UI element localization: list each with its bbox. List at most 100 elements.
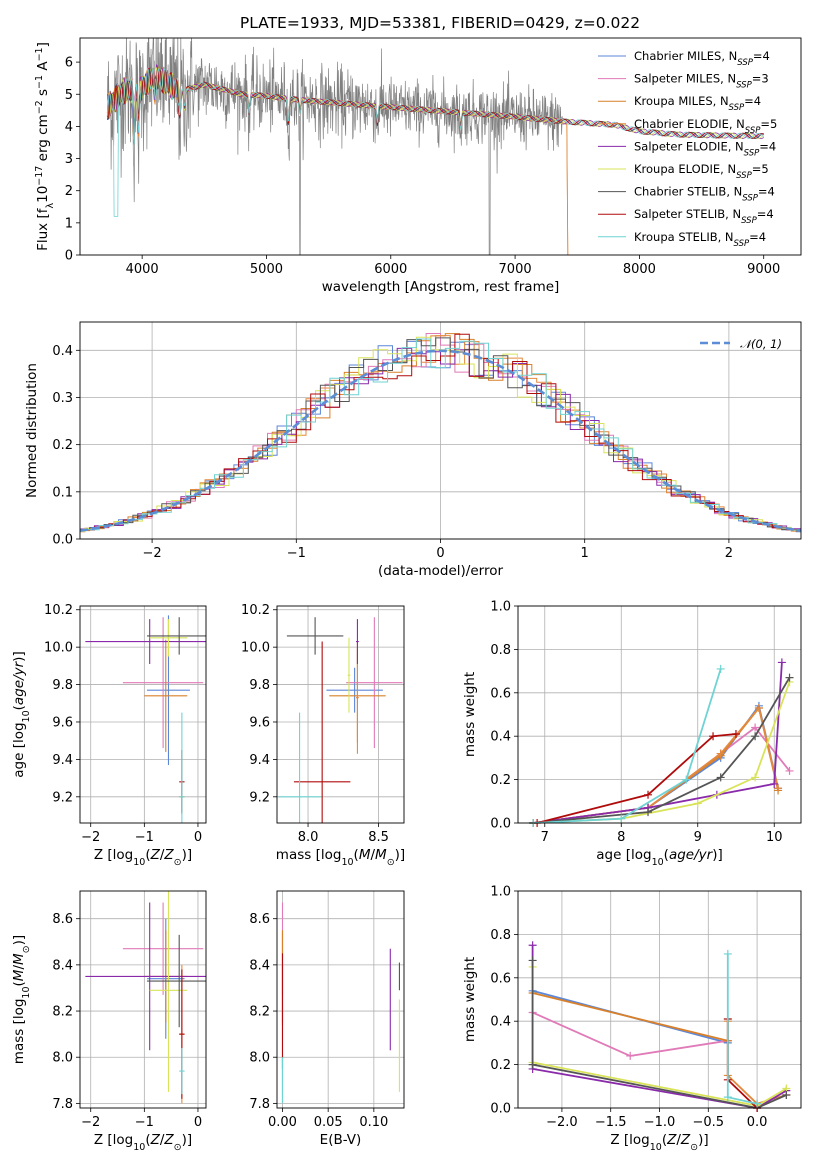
weight_vs_Z-frame xyxy=(517,890,802,1109)
spectrum-ytick-label: 5 xyxy=(65,88,73,103)
weight_vs_age-line-chabrier-stelib xyxy=(533,677,791,823)
model-line-kroupa-stelib xyxy=(106,67,764,217)
residuals-xlabel: (data-model)/error xyxy=(378,563,504,579)
weight_vs_Z-line-chabrier-stelib-marker xyxy=(782,1090,791,1099)
mass_vs_ebv-ytick-label: 8.0 xyxy=(249,1051,270,1066)
age_vs_mass-xtick-label: 8.0 xyxy=(298,830,319,845)
weight_vs_age-ytick-label: 0.4 xyxy=(490,730,511,745)
weight_vs_age-line-salpeter-miles-marker xyxy=(785,766,794,775)
weight_vs_age-line-chabrier-stelib-marker xyxy=(785,673,794,682)
legend-label-kroupa-stelib: Kroupa STELIB, NSSP=4 xyxy=(634,230,766,249)
weight_vs_Z-ylabel: mass weight xyxy=(462,957,478,1042)
weight_vs_age-ytick-label: 0.2 xyxy=(490,773,511,788)
weight_vs_age-xtick-label: 8 xyxy=(617,830,625,845)
residuals-ylabel: Normed distribution xyxy=(24,363,40,498)
model-line-salpeter-stelib xyxy=(106,67,764,139)
weight_vs_age-line-chabrier-stelib-marker xyxy=(716,773,725,782)
weight_vs_age-line-chabrier-stelib-marker xyxy=(644,808,653,817)
mass_vs_Z-ytick-label: 8.0 xyxy=(52,1051,73,1066)
weight_vs_Z-xtick-label: −2.0 xyxy=(546,1115,578,1130)
mass_vs_Z-xlabel: Z [log10(Z/Z⊙)] xyxy=(94,1132,192,1153)
spectrum-data-line xyxy=(106,38,563,255)
spectrum-xtick-label: 9000 xyxy=(747,262,780,277)
age_vs_mass-frame xyxy=(276,605,405,824)
weight_vs_age-line-kroupa-stelib xyxy=(533,668,722,823)
weight_vs_age-frame xyxy=(517,605,802,824)
age_vs_mass-ytick-label: 10.0 xyxy=(241,641,270,656)
spectrum-ytick-label: 0 xyxy=(65,249,73,264)
weight_vs_Z-line-chabrier-stelib-marker xyxy=(528,1060,537,1069)
weight_vs_age-line-salpeter-stelib-marker xyxy=(644,790,653,799)
legend-label-chabrier-elodie: Chabrier ELODIE, NSSP=5 xyxy=(634,117,777,136)
spectrum-ytick-label: 4 xyxy=(65,120,73,135)
residuals-xtick-label: 1 xyxy=(581,546,589,561)
age_vs_Z-ytick-label: 9.6 xyxy=(52,715,73,730)
mass_vs_Z-xtick-label: −1 xyxy=(135,1115,154,1130)
weight_vs_Z-ytick-label: 0.8 xyxy=(490,928,511,943)
spectrum-xtick-label: 7000 xyxy=(499,262,532,277)
weight_vs_Z-ytick-label: 0.6 xyxy=(490,971,511,986)
mass_vs_ebv-xtick-label: 0.05 xyxy=(314,1115,343,1130)
weight_vs_age-line-salpeter-stelib-marker xyxy=(709,732,718,741)
weight_vs_age-line-kroupa-elodie xyxy=(533,681,791,823)
spectrum-ytick-label: 3 xyxy=(65,152,73,167)
age_vs_Z-ytick-label: 10.0 xyxy=(44,641,73,656)
weight_vs_Z-line-kroupa-stelib xyxy=(726,953,758,1105)
weight_vs_age-xtick-label: 7 xyxy=(541,830,549,845)
age_vs_mass-ytick-label: 9.4 xyxy=(249,753,270,768)
age_vs_Z-ytick-label: 9.8 xyxy=(52,678,73,693)
weight_vs_Z-line-chabrier-stelib xyxy=(531,960,787,1108)
mass_vs_Z-frame xyxy=(79,890,207,1109)
age_vs_mass-xlabel: mass [log10(M/M⊙)] xyxy=(276,847,405,868)
age_vs_Z-ytick-label: 9.4 xyxy=(52,753,73,768)
mass_vs_Z-xtick-label: −2 xyxy=(81,1115,100,1130)
hist-salpeter-stelib xyxy=(80,333,801,533)
mass_vs_Z-ytick-label: 8.6 xyxy=(52,912,73,927)
weight_vs_age-line-chabrier-elodie-marker xyxy=(754,703,763,712)
weight_vs_age-line-chabrier-miles xyxy=(533,703,779,823)
weight_vs_Z-xtick-label: −1.0 xyxy=(644,1115,676,1130)
weight_vs_Z-line-chabrier-stelib-marker xyxy=(528,956,537,965)
mass_vs_ebv-xlabel: E(B-V) xyxy=(320,1132,362,1148)
weight_vs_Z-ytick-label: 1.0 xyxy=(490,885,511,900)
model-line-kroupa-elodie xyxy=(106,67,764,139)
weight_vs_Z-xtick-label: −0.5 xyxy=(693,1115,725,1130)
spectrum-xtick-label: 4000 xyxy=(126,262,159,277)
age_vs_Z-xlabel: Z [log10(Z/Z⊙)] xyxy=(94,847,192,868)
spectrum-ytick-label: 1 xyxy=(65,216,73,231)
mass_vs_ebv-ytick-label: 8.2 xyxy=(249,1005,270,1020)
age_vs_Z-xtick-label: −1 xyxy=(135,830,154,845)
age_vs_mass-ytick-label: 9.8 xyxy=(249,678,270,693)
legend-label-chabrier-miles: Chabrier MILES, NSSP=4 xyxy=(634,49,770,68)
mass_vs_ebv-ytick-label: 8.6 xyxy=(249,912,270,927)
residuals-xtick-label: 0 xyxy=(436,546,444,561)
age_vs_Z-ytick-label: 10.2 xyxy=(44,603,73,618)
figure-title: PLATE=1933, MJD=53381, FIBERID=0429, z=0… xyxy=(240,14,640,32)
legend-label-normal: 𝒩(0, 1) xyxy=(740,337,782,351)
weight_vs_age-line-salpeter-elodie-marker xyxy=(770,779,779,788)
mass_vs_Z-ytick-label: 8.4 xyxy=(52,958,73,973)
mass_vs_ebv-frame xyxy=(276,890,405,1109)
mass_vs_ebv-xtick-label: 0.00 xyxy=(268,1115,297,1130)
weight_vs_Z-line-kroupa-miles xyxy=(532,992,729,1042)
residuals-ytick-label: 0.1 xyxy=(52,485,73,500)
legend-label-salpeter-miles: Salpeter MILES, NSSP=3 xyxy=(634,72,769,91)
age_vs_Z-ylabel: age [log10(age/yr)] xyxy=(11,651,32,777)
residuals-xtick-label: −1 xyxy=(287,546,306,561)
weight_vs_Z-line-kroupa-stelib-marker xyxy=(723,1093,732,1102)
weight_vs_Z-ytick-label: 0.4 xyxy=(490,1015,511,1030)
weight_vs_Z-ytick-label: 0.2 xyxy=(490,1058,511,1073)
weight_vs_Z-line-salpeter-miles-marker xyxy=(626,1051,635,1060)
weight_vs_age-xlabel: age [log10(age/yr)] xyxy=(596,847,722,868)
mass_vs_Z-xtick-label: 0 xyxy=(194,1115,202,1130)
weight_vs_age-line-kroupa-stelib-marker xyxy=(716,664,725,673)
weight_vs_age-ytick-label: 0.0 xyxy=(490,817,511,832)
weight_vs_age-line-kroupa-stelib-marker xyxy=(617,814,626,823)
weight_vs_Z-xlabel: Z [log10(Z/Z⊙)] xyxy=(610,1132,708,1153)
residuals-xtick-label: −2 xyxy=(143,546,162,561)
age_vs_Z-frame xyxy=(79,605,207,824)
weight_vs_age-line-salpeter-elodie-marker xyxy=(777,658,786,667)
residuals-ytick-label: 0.2 xyxy=(52,438,73,453)
mass_vs_Z-ylabel: mass [log10(M/M⊙)] xyxy=(11,935,32,1064)
age_vs_mass-ytick-label: 9.2 xyxy=(249,790,270,805)
